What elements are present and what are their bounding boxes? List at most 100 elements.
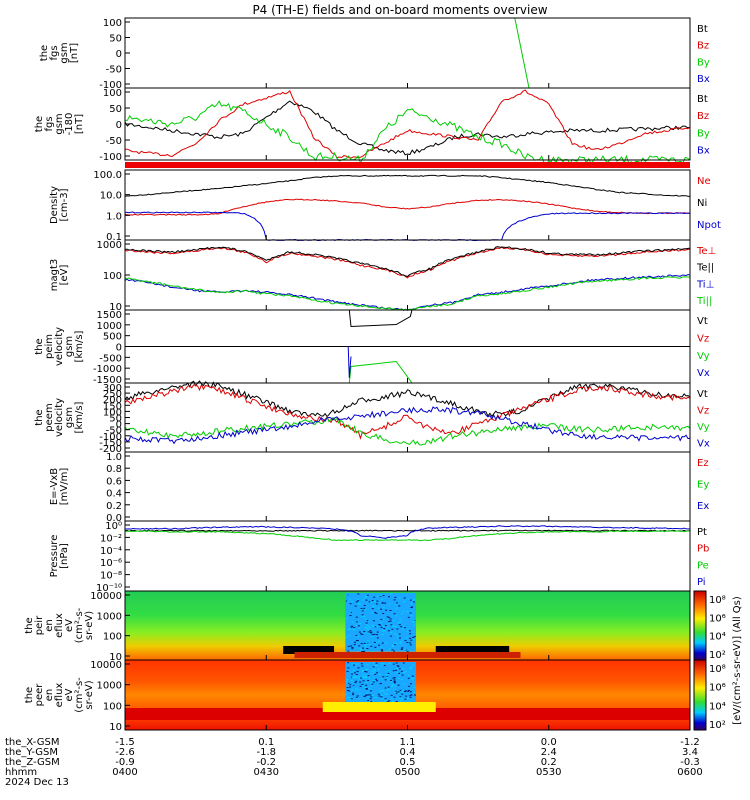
spectrogram-speckle [358, 676, 361, 678]
spectrogram-speckle [359, 604, 362, 606]
spectrogram-speckle [370, 601, 373, 603]
spectrogram-speckle [357, 601, 360, 603]
x-axis-row-label: the_Z-GSM [5, 757, 60, 768]
y-tick-label: 0.8 [106, 464, 122, 475]
spectrogram-speckle [395, 667, 398, 669]
y-tick-label: 1000 [97, 240, 122, 251]
spectrogram-speckle [377, 668, 380, 670]
spectrogram-speckle [390, 686, 393, 688]
spectrogram-speckle [397, 692, 400, 694]
spectrogram-speckle [394, 690, 397, 692]
y-tick-label: 10 [109, 722, 122, 733]
spectrogram-speckle [378, 644, 381, 646]
x-axis-value: -1.2 [680, 737, 700, 748]
spectrogram-speckle [377, 595, 380, 597]
colorbar-tick-label: 10² [709, 650, 726, 661]
spectrogram-speckle [377, 607, 380, 609]
spectrogram-speckle [354, 688, 357, 690]
spectrogram-speckle [400, 641, 403, 643]
spectrogram-speckle [352, 663, 355, 665]
spectrogram-speckle [365, 642, 368, 644]
spectrogram-speckle [397, 684, 400, 686]
spectrogram-speckle [400, 690, 403, 692]
spectrogram-speckle [375, 665, 378, 667]
spectrogram-speckle [409, 691, 412, 693]
y-tick-label: -50 [106, 136, 122, 147]
spectrogram-speckle [371, 612, 374, 614]
spectrogram-speckle [355, 634, 358, 636]
series-line-by [514, 17, 530, 89]
series-line-bt [124, 100, 691, 156]
spectrogram-speckle [395, 643, 398, 645]
spectrogram-speckle [387, 621, 390, 623]
spectrogram-speckle [356, 695, 359, 697]
spectrogram-speckle [365, 694, 368, 696]
y-tick-label: 10.0 [100, 191, 122, 202]
spectrogram-speckle [352, 683, 355, 685]
spectrogram-speckle [393, 689, 396, 691]
spectrogram-speckle [386, 674, 389, 676]
spectrogram-speckle [359, 649, 362, 651]
series-line-vx [124, 406, 691, 445]
y-axis-label: thepeerenefluxeV(cm²-s-sr-eV) [24, 677, 95, 713]
spectrogram-speckle [398, 597, 401, 599]
spectrogram-speckle [348, 629, 351, 631]
spectrogram-speckle [385, 694, 388, 696]
spectrogram-speckle [401, 647, 404, 649]
spectrogram-speckle [351, 646, 354, 648]
spectrogram-speckle [368, 620, 371, 622]
spectrogram-speckle [395, 615, 398, 617]
spectrogram-speckle [357, 635, 360, 637]
y-tick-label: 10 [109, 652, 122, 663]
spectrogram-speckle [352, 694, 355, 696]
spectrogram-speckle [356, 603, 359, 605]
spectrogram-speckle [371, 651, 374, 653]
y-tick-label: 1000 [97, 611, 122, 622]
spectrogram-speckle [346, 600, 349, 602]
spectrogram-speckle [355, 601, 358, 603]
spectrogram-speckle [360, 663, 363, 665]
spectrogram-speckle [408, 685, 411, 687]
spectrogram-speckle [381, 678, 384, 680]
spectrogram-speckle [366, 694, 369, 696]
spectrogram-speckle [361, 670, 364, 672]
y-axis-label: E=-VxB[mV/m] [49, 468, 70, 506]
spectrogram-speckle [376, 626, 379, 628]
spectrogram-speckle [365, 676, 368, 678]
spectrogram-speckle [349, 603, 352, 605]
panel-efield: 1.00.80.6 0.40.20.0 E=-VxB[mV/m] Ez Ey Ex [49, 451, 709, 524]
spectrogram-speckle [354, 624, 357, 626]
figure-title: P4 (TH-E) fields and on-board moments ov… [252, 3, 547, 17]
spectrogram-speckle [387, 671, 390, 673]
spectrogram-speckle [371, 683, 374, 685]
y-tick-label: -100 [99, 432, 122, 443]
spectrogram-speckle [361, 684, 364, 686]
legend-entry: Pi [697, 577, 706, 588]
spectrogram-speckle [352, 684, 355, 686]
spectrogram-speckle [354, 605, 357, 607]
spectrogram-speckle [407, 677, 410, 679]
spectrogram-speckle [361, 665, 364, 667]
spectrogram-speckle [383, 665, 386, 667]
legend-entry: Ne [697, 176, 711, 187]
y-tick-label: -100 [99, 152, 122, 163]
x-axis-value: 0.2 [541, 757, 557, 768]
spectrogram-speckle [409, 667, 412, 669]
spectrogram-speckle [369, 698, 372, 700]
x-axis-value: 0500 [395, 767, 420, 778]
spectrogram-speckle [391, 649, 394, 651]
spectrogram-speckle [409, 683, 412, 685]
spectrogram-speckle [388, 623, 391, 625]
colorbar-tick-label: 10⁴ [709, 701, 726, 712]
panel-frame [124, 239, 691, 311]
spectrogram-speckle [379, 595, 382, 597]
spectrogram-speckle [389, 618, 392, 620]
y-tick-label: -50 [106, 426, 122, 437]
spectrogram-speckle [403, 627, 406, 629]
y-tick-label: -100 [99, 80, 122, 91]
spectrogram-speckle [371, 670, 374, 672]
spectrogram-speckle [381, 698, 384, 700]
y-axis-label: magt3[eV] [49, 259, 70, 292]
panel-temp: 1000 100 10 magt3[eV] Te⊥ Te|| Ti⊥ Ti|| [49, 239, 716, 313]
